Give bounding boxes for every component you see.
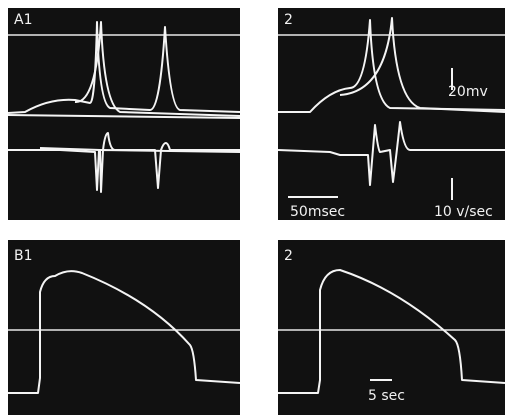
panel-background bbox=[278, 8, 505, 220]
figure: A1 20mv 10 v/sec 50msec 2 B1 5 sec 2 bbox=[0, 0, 507, 417]
page: A1 20mv 10 v/sec 50msec 2 B1 5 sec 2 (()… bbox=[0, 0, 507, 417]
panel-background bbox=[8, 240, 240, 415]
panel-a1: A1 bbox=[8, 8, 240, 220]
panel-b2: 5 sec 2 bbox=[278, 240, 505, 415]
panel-a2: 20mv 10 v/sec 50msec 2 bbox=[278, 8, 505, 220]
scale-label: 20mv bbox=[448, 84, 488, 100]
scale-label: 50msec bbox=[290, 204, 345, 220]
panel-label: 2 bbox=[284, 12, 293, 28]
panel-label: 2 bbox=[284, 248, 293, 264]
scale-label: 5 sec bbox=[368, 388, 405, 404]
scale-label: 10 v/sec bbox=[434, 204, 493, 220]
panel-label: A1 bbox=[14, 12, 32, 28]
panel-b1: B1 bbox=[8, 240, 240, 415]
panel-label: B1 bbox=[14, 248, 33, 264]
